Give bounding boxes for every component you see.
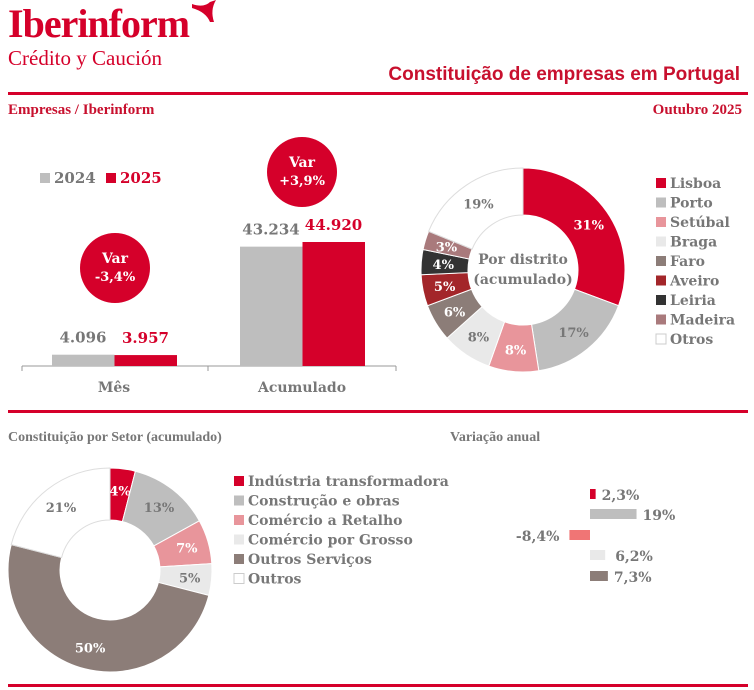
legend-label: Lisboa bbox=[670, 176, 721, 192]
logo: Iberinform bbox=[8, 1, 190, 46]
variation-bar bbox=[590, 571, 608, 581]
legend-swatch bbox=[40, 173, 50, 183]
legend-label: 2024 bbox=[54, 169, 96, 187]
variation-bar bbox=[569, 530, 590, 540]
legend-swatch bbox=[234, 534, 244, 545]
bar-2025-mês bbox=[114, 355, 177, 366]
slice-value-label: 5% bbox=[434, 280, 456, 295]
legend-swatch bbox=[656, 236, 666, 247]
variation-value-label: 7,3% bbox=[614, 570, 652, 586]
divider bbox=[8, 684, 748, 687]
legend-swatch bbox=[106, 173, 116, 183]
legend-label: Setúbal bbox=[670, 215, 730, 231]
page-title: Constituição de empresas em Portugal bbox=[388, 64, 740, 85]
variation-bar bbox=[590, 550, 606, 560]
slice-value-label: 5% bbox=[179, 572, 201, 587]
legend-swatch bbox=[234, 515, 244, 525]
legend-swatch bbox=[656, 178, 666, 188]
slice-value-label: 31% bbox=[574, 218, 605, 233]
bar-2025-acumulado bbox=[302, 242, 365, 366]
divider bbox=[8, 410, 748, 413]
legend-swatch bbox=[655, 333, 667, 345]
variation-badge-label: Var bbox=[288, 155, 316, 171]
variation-value-label: 19% bbox=[643, 508, 676, 524]
bar-value-label: 3.957 bbox=[122, 329, 169, 347]
variation-badge-value: +3,9% bbox=[279, 174, 326, 189]
legend-swatch bbox=[656, 275, 666, 286]
legend-label: Comércio por Grosso bbox=[248, 533, 413, 549]
legend-swatch bbox=[656, 295, 666, 305]
variation-badge bbox=[267, 137, 337, 207]
date-label: Outubro 2025 bbox=[652, 102, 742, 118]
slice-value-label: 4% bbox=[433, 258, 455, 273]
legend-swatch bbox=[656, 197, 666, 208]
x-tick-label: Mês bbox=[98, 380, 130, 396]
variation-badge-label: Var bbox=[101, 251, 129, 267]
slice-value-label: 19% bbox=[463, 198, 494, 213]
variation-bar bbox=[590, 509, 637, 519]
legend-label: Comércio a Retalho bbox=[248, 513, 403, 529]
slice-value-label: 8% bbox=[468, 330, 490, 345]
sector-chart-title: Constituição por Setor (acumulado) bbox=[8, 430, 222, 445]
slice-value-label: 7% bbox=[176, 542, 198, 557]
bar-2024-mês bbox=[52, 354, 115, 366]
logo-subtitle: Crédito y Caución bbox=[8, 46, 162, 70]
variation-bar bbox=[590, 489, 596, 499]
legend-swatch bbox=[656, 256, 666, 266]
slice-value-label: 4% bbox=[109, 485, 131, 500]
legend-swatch bbox=[234, 476, 244, 486]
legend-label: Construção e obras bbox=[248, 493, 400, 510]
slice-value-label: 17% bbox=[558, 326, 589, 341]
bar-value-label: 4.096 bbox=[60, 329, 107, 347]
slice-value-label: 3% bbox=[436, 241, 458, 256]
variation-badge bbox=[80, 233, 150, 303]
legend-swatch bbox=[656, 217, 666, 227]
legend-label: Leiria bbox=[670, 293, 716, 309]
bar-value-label: 44.920 bbox=[305, 216, 362, 234]
legend-swatch bbox=[233, 573, 245, 584]
legend-label: Madeira bbox=[670, 313, 735, 329]
legend-label: Otros bbox=[670, 332, 713, 348]
legend-label: 2025 bbox=[120, 169, 162, 187]
slice-value-label: 21% bbox=[46, 501, 77, 516]
slice-value-label: 8% bbox=[505, 344, 527, 359]
legend-label: Aveiro bbox=[669, 274, 719, 290]
donut-center-label: Por distrito bbox=[478, 252, 568, 268]
x-tick-label: Acumulado bbox=[257, 380, 346, 396]
slice-value-label: 6% bbox=[444, 305, 466, 320]
donut-slice-otros bbox=[427, 167, 524, 250]
legend-label: Outros bbox=[248, 572, 302, 588]
source-label: Empresas / Iberinform bbox=[8, 102, 155, 118]
legend-swatch bbox=[656, 314, 666, 325]
slice-value-label: 50% bbox=[75, 641, 106, 656]
legend-label: Porto bbox=[670, 196, 713, 212]
variation-value-label: 2,3% bbox=[602, 488, 640, 504]
variation-value-label: 6,2% bbox=[615, 549, 653, 565]
logo-swoosh-icon bbox=[192, 0, 216, 22]
donut-slice-outros bbox=[10, 467, 111, 559]
slice-value-label: 13% bbox=[144, 501, 175, 516]
legend-label: Indústria transformadora bbox=[248, 474, 449, 490]
legend-label: Faro bbox=[670, 254, 705, 270]
legend-swatch bbox=[234, 554, 244, 564]
legend-label: Braga bbox=[670, 235, 717, 251]
legend-swatch bbox=[234, 495, 244, 506]
legend-label: Outros Serviços bbox=[248, 552, 372, 568]
bar-value-label: 43.234 bbox=[242, 221, 299, 239]
variation-value-label: -8,4% bbox=[516, 529, 559, 545]
variation-chart-title: Variação anual bbox=[450, 430, 541, 445]
donut-slice-lisboa bbox=[522, 167, 626, 307]
divider bbox=[8, 92, 748, 95]
donut-slice-outros-serviços bbox=[7, 544, 210, 673]
donut-center-label: (acumulado) bbox=[473, 272, 573, 288]
variation-badge-value: -3,4% bbox=[95, 270, 136, 285]
bar-2024-acumulado bbox=[240, 246, 303, 366]
